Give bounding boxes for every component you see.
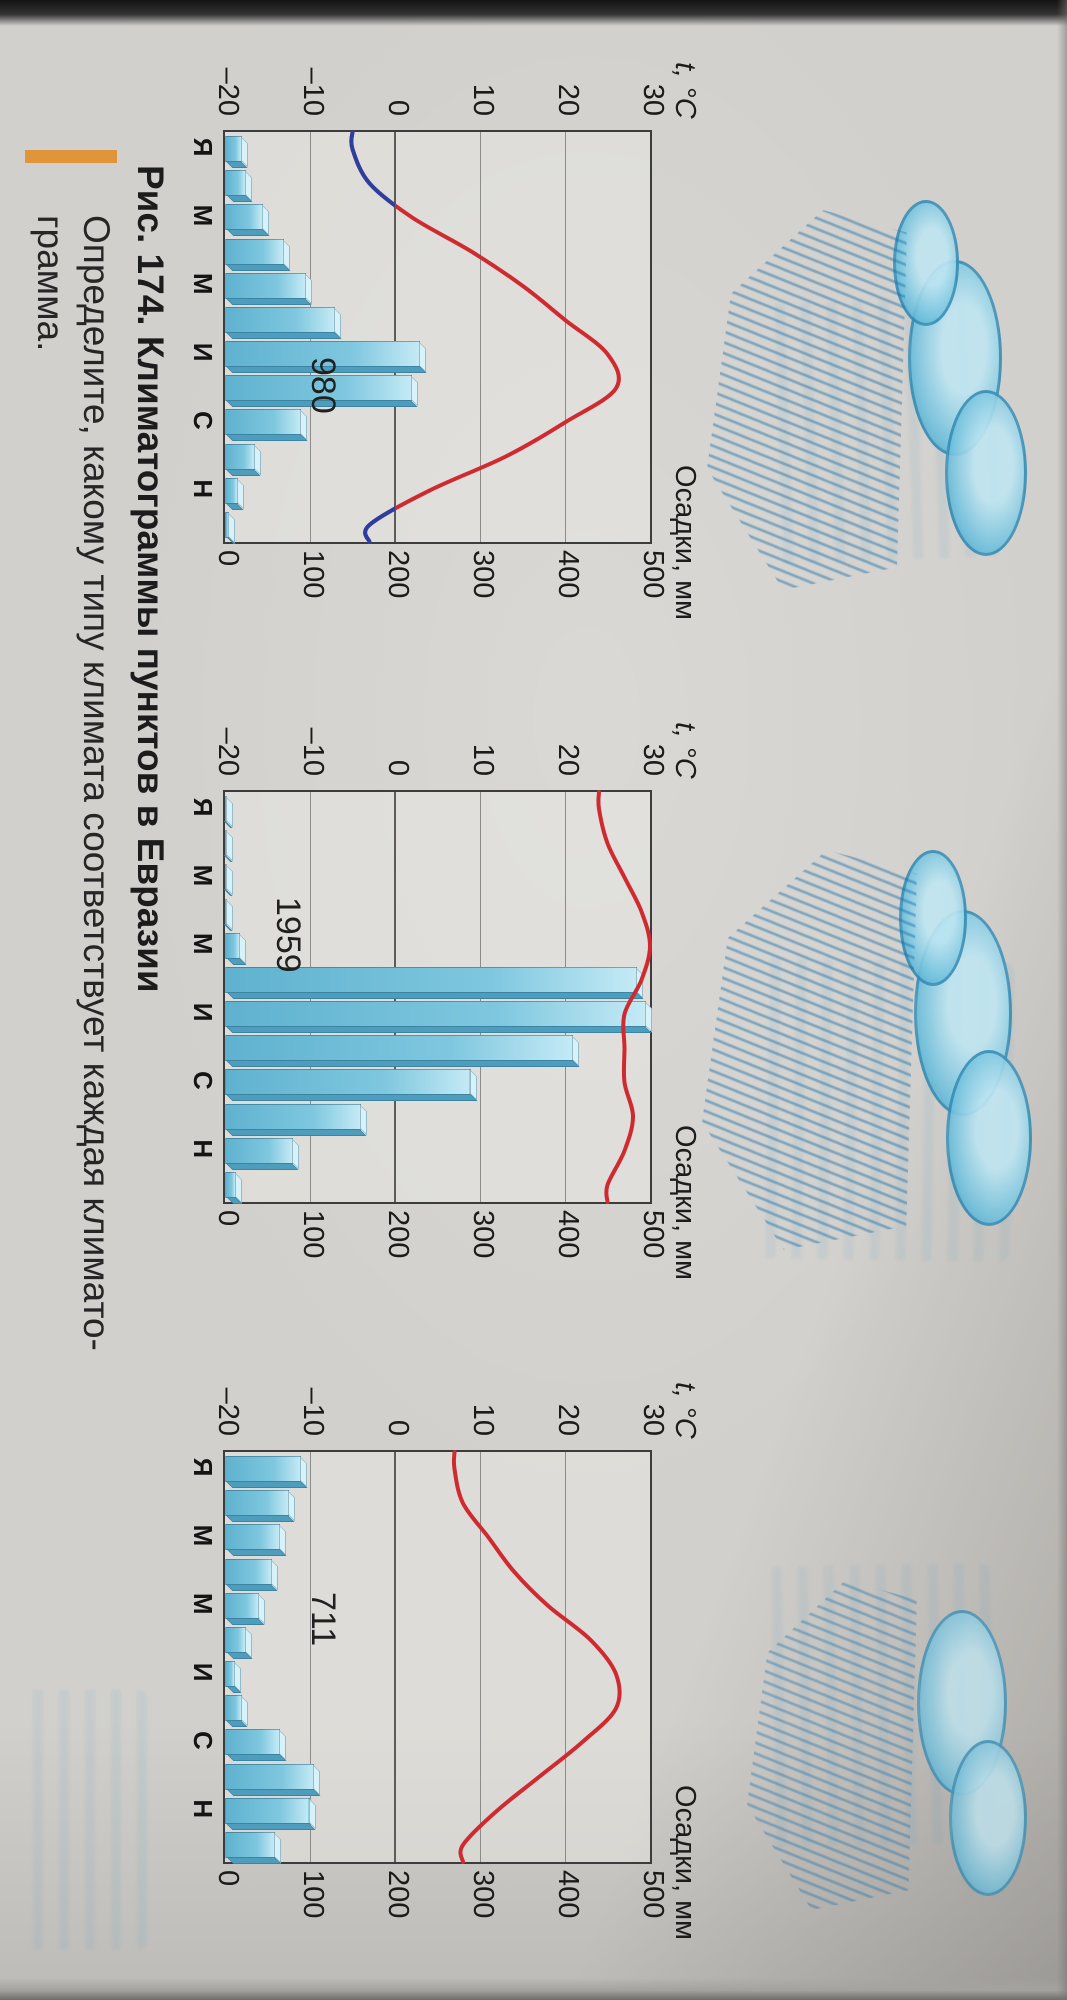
month-label: Н bbox=[188, 479, 218, 499]
temp-tick-label: –10 bbox=[297, 1387, 329, 1436]
task-text-line-2: грамма. bbox=[30, 215, 71, 352]
temp-tick-label: –20 bbox=[212, 67, 244, 116]
month-label: М bbox=[188, 864, 218, 887]
month-label: Я bbox=[188, 797, 218, 817]
page-edge-shadow bbox=[1057, 0, 1067, 2000]
temp-tick-label: 20 bbox=[552, 743, 584, 776]
precip-tick-label: 500 bbox=[637, 550, 669, 599]
precip-tick-label: 0 bbox=[212, 550, 244, 567]
cloud-icon bbox=[945, 390, 1027, 556]
task-accent-bar bbox=[25, 150, 117, 163]
precip-axis-ticks: 500 400 300 200 100 0 bbox=[212, 546, 669, 626]
month-label: М bbox=[188, 932, 218, 955]
precip-tick-label: 100 bbox=[297, 1870, 329, 1919]
rain-streaks-icon bbox=[707, 210, 907, 590]
temp-tick-label: 20 bbox=[552, 1403, 584, 1436]
precip-tick-label: 500 bbox=[637, 1210, 669, 1259]
month-label: И bbox=[188, 1662, 218, 1682]
temp-tick-label: 0 bbox=[382, 759, 414, 776]
temperature-curve bbox=[451, 1450, 622, 1864]
month-label: И bbox=[188, 342, 218, 362]
month-label: М bbox=[188, 204, 218, 227]
month-axis: Я М М И С Н bbox=[184, 790, 218, 1200]
precip-tick-label: 400 bbox=[552, 550, 584, 599]
temp-tick-label: 10 bbox=[467, 743, 499, 776]
rain-streaks-icon bbox=[747, 1580, 917, 1910]
month-label: Я bbox=[188, 137, 218, 157]
month-label: С bbox=[188, 1731, 218, 1750]
month-label: С bbox=[188, 1071, 218, 1090]
precip-tick-label: 400 bbox=[552, 1870, 584, 1919]
month-axis: Я М М И С Н bbox=[184, 1450, 218, 1860]
precip-tick-label: 0 bbox=[212, 1210, 244, 1227]
temp-tick-label: 30 bbox=[637, 743, 669, 776]
month-label: С bbox=[188, 411, 218, 430]
temperature-curve bbox=[349, 130, 621, 544]
precip-tick-label: 200 bbox=[382, 1210, 414, 1259]
climatogram-2: t, °C Осадки, мм 30 20 10 0 –10 –20 1959 500 4… bbox=[0, 720, 1067, 1280]
temp-tick-label: 30 bbox=[637, 1403, 669, 1436]
temp-axis-ticks: 30 20 10 0 –10 –20 bbox=[212, 60, 669, 124]
month-label: М bbox=[188, 1524, 218, 1547]
temp-tick-label: –20 bbox=[212, 727, 244, 776]
cloud-rain-doodle bbox=[667, 60, 1067, 620]
month-label: М bbox=[188, 272, 218, 295]
temp-axis-ticks: 30 20 10 0 –10 –20 bbox=[212, 720, 669, 784]
precip-tick-label: 100 bbox=[297, 550, 329, 599]
task-text-line-1: Определите, какому типу климата соответс… bbox=[76, 215, 117, 1351]
precip-tick-label: 0 bbox=[212, 1870, 244, 1887]
temp-axis-ticks: 30 20 10 0 –10 –20 bbox=[212, 1380, 669, 1444]
precip-tick-label: 400 bbox=[552, 1210, 584, 1259]
cloud-icon bbox=[949, 1740, 1027, 1896]
precip-tick-label: 300 bbox=[467, 1210, 499, 1259]
temp-tick-label: 10 bbox=[467, 1403, 499, 1436]
precip-tick-label: 100 bbox=[297, 1210, 329, 1259]
precip-tick-label: 200 bbox=[382, 550, 414, 599]
month-label: Н bbox=[188, 1139, 218, 1159]
precip-tick-label: 200 bbox=[382, 1870, 414, 1919]
cloud-rain-doodle bbox=[667, 720, 1067, 1280]
month-label: М bbox=[188, 1592, 218, 1615]
month-label: Н bbox=[188, 1799, 218, 1819]
temp-tick-label: 0 bbox=[382, 1419, 414, 1436]
precip-tick-label: 500 bbox=[637, 1870, 669, 1919]
precip-tick-label: 300 bbox=[467, 1870, 499, 1919]
temp-tick-label: 10 bbox=[467, 83, 499, 116]
figure-caption: Рис. 174. Климатограммы пунктов в Еврази… bbox=[130, 165, 171, 993]
cloud-icon bbox=[946, 1050, 1032, 1226]
precip-axis-ticks: 500 400 300 200 100 0 bbox=[212, 1866, 669, 1946]
temp-tick-label: –20 bbox=[212, 1387, 244, 1436]
temp-tick-label: 0 bbox=[382, 99, 414, 116]
cloud-rain-doodle bbox=[667, 1380, 1067, 1940]
climatogram-3: t, °C Осадки, мм 30 20 10 0 –10 –20 711 500 40… bbox=[0, 1380, 1067, 1940]
month-axis: Я М М И С Н bbox=[184, 130, 218, 540]
annual-precip-total: 1959 bbox=[269, 897, 307, 973]
annual-precip-total: 711 bbox=[304, 1592, 342, 1647]
annual-precip-total: 980 bbox=[304, 357, 342, 414]
precip-tick-label: 300 bbox=[467, 550, 499, 599]
temp-tick-label: –10 bbox=[297, 727, 329, 776]
month-label: И bbox=[188, 1002, 218, 1022]
plot-area: 1959 bbox=[223, 790, 653, 1204]
temp-tick-label: 20 bbox=[552, 83, 584, 116]
plot-area: 980 bbox=[223, 130, 652, 544]
page-edge-shadow bbox=[0, 0, 1067, 26]
precip-axis-ticks: 500 400 300 200 100 0 bbox=[212, 1206, 669, 1286]
temperature-curve bbox=[596, 790, 653, 1204]
temp-tick-label: 30 bbox=[637, 83, 669, 116]
rain-streaks-icon bbox=[702, 850, 917, 1250]
climatogram-1: t, °C Осадки, мм 30 20 10 0 –10 –20 980 500 40… bbox=[0, 60, 1067, 620]
month-label: Я bbox=[188, 1457, 218, 1477]
plot-area: 711 bbox=[223, 1450, 652, 1864]
temp-tick-label: –10 bbox=[297, 67, 329, 116]
page-edge-shadow bbox=[0, 1978, 1067, 2000]
